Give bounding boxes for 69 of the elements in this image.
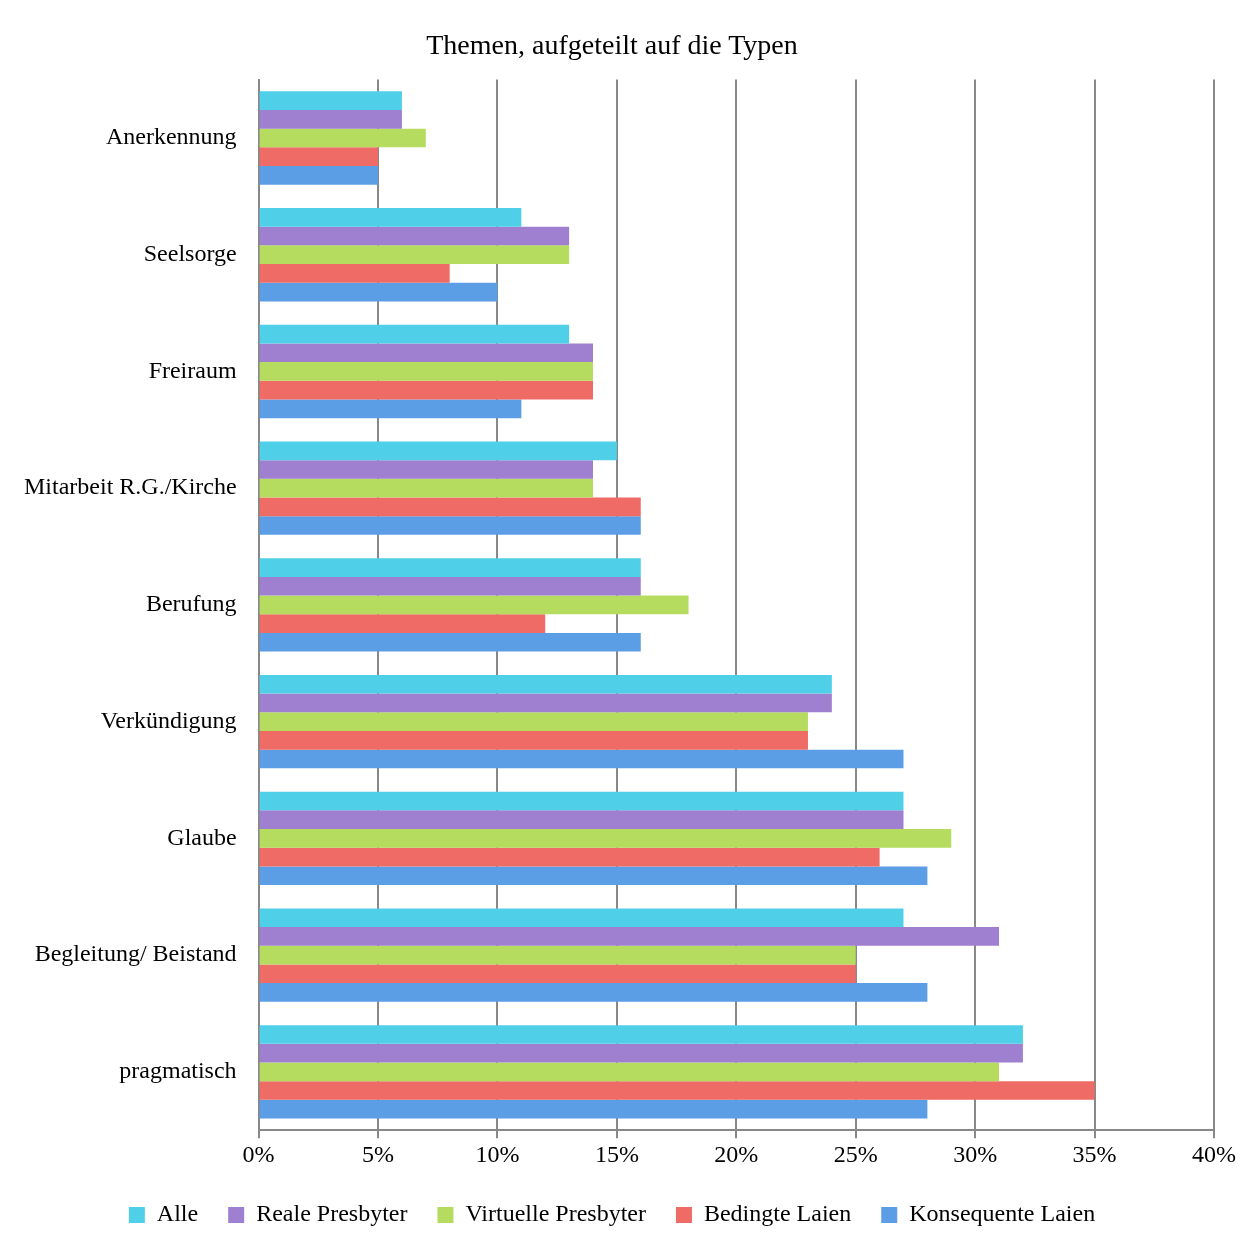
bar (259, 576, 641, 596)
bar (259, 1043, 1023, 1063)
bar (259, 245, 570, 265)
bar (259, 1025, 1023, 1044)
y-tick-label: Berufung (145, 590, 237, 617)
chart-title: Themen, aufgeteilt auf die Typen (426, 29, 798, 61)
bar (259, 441, 617, 461)
bar (259, 791, 904, 811)
bar (259, 964, 856, 984)
bar (259, 516, 641, 535)
bar (259, 730, 808, 750)
x-tick-label: 20% (714, 1140, 759, 1167)
y-tick-label: Begleitung/ Beistand (34, 940, 237, 967)
legend-label: Konsequente Laien (909, 1200, 1096, 1227)
bar (259, 1081, 1095, 1100)
bar (259, 595, 689, 615)
x-tick-label: 30% (953, 1140, 998, 1167)
bar (259, 165, 379, 185)
bar (259, 226, 570, 246)
legend-label: Reale Presbyter (256, 1200, 408, 1227)
bar (259, 693, 832, 713)
bar (259, 109, 402, 129)
bar (259, 208, 522, 227)
y-tick-label: Mitarbeit R.G./Kirche (23, 473, 237, 500)
x-tick-label: 5% (362, 1140, 395, 1167)
bar (259, 810, 904, 830)
bar (259, 324, 570, 344)
x-tick-label: 35% (1072, 1140, 1117, 1167)
bar (259, 674, 832, 694)
bar (259, 264, 450, 283)
bar (259, 847, 880, 867)
bar (259, 362, 593, 381)
bar (259, 147, 379, 166)
bar (259, 908, 904, 928)
x-tick-label: 40% (1192, 1140, 1236, 1167)
bar (259, 945, 856, 965)
bar (259, 614, 546, 633)
x-tick-label: 15% (594, 1140, 639, 1167)
x-tick-label: 10% (475, 1140, 520, 1167)
y-tick-label: Seelsorge (143, 240, 237, 266)
bar (259, 1099, 928, 1119)
x-tick-label: 25% (833, 1140, 878, 1167)
bar (259, 983, 928, 1002)
bar (259, 497, 641, 517)
bar (259, 632, 641, 652)
bar (259, 91, 402, 110)
bar (259, 282, 498, 302)
x-tick-label: 0% (242, 1140, 275, 1167)
y-tick-label: Glaube (167, 823, 237, 850)
legend-label: Bedingte Laien (703, 1200, 852, 1227)
bar (259, 866, 928, 886)
bar (259, 927, 1000, 946)
y-tick-label: Anerkennung (105, 123, 237, 150)
y-tick-label: Verkündigung (100, 706, 237, 733)
bar (259, 380, 593, 400)
bar (259, 460, 593, 479)
legend-label: Virtuelle Presbyter (465, 1200, 646, 1227)
bar (259, 478, 593, 498)
y-tick-label: Freiraum (148, 356, 237, 383)
bar (259, 128, 426, 148)
bar (259, 558, 641, 577)
bar (259, 712, 808, 731)
bar (259, 1062, 1000, 1082)
legend-label: Alle (156, 1200, 199, 1227)
bar (259, 343, 593, 363)
bar (259, 749, 904, 769)
y-tick-label: pragmatisch (119, 1057, 237, 1084)
bar (259, 829, 952, 848)
bar (259, 399, 522, 419)
